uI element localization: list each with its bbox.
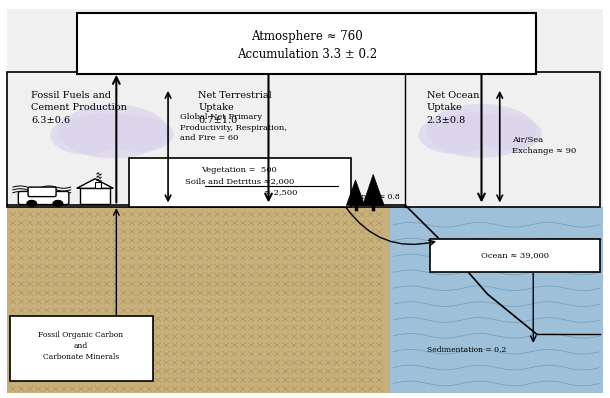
FancyBboxPatch shape xyxy=(430,239,600,272)
Text: Global Net Primary
Productivity, Respiration,
and Fire = 60: Global Net Primary Productivity, Respira… xyxy=(180,113,287,142)
Text: Air/Sea
Exchange ≈ 90: Air/Sea Exchange ≈ 90 xyxy=(512,136,576,155)
Text: Fossil Organic Carbon: Fossil Organic Carbon xyxy=(38,331,124,339)
Text: Accumulation 3.3 ± 0.2: Accumulation 3.3 ± 0.2 xyxy=(237,48,377,61)
FancyBboxPatch shape xyxy=(7,9,603,207)
FancyBboxPatch shape xyxy=(18,191,69,205)
Circle shape xyxy=(26,200,37,207)
Text: Ocean ≈ 39,000: Ocean ≈ 39,000 xyxy=(481,251,549,259)
Text: Net Terrestrial
Uptake
0.7±1.0: Net Terrestrial Uptake 0.7±1.0 xyxy=(198,91,272,125)
Ellipse shape xyxy=(476,116,542,151)
Text: ≈ 2,500: ≈ 2,500 xyxy=(264,189,297,197)
FancyBboxPatch shape xyxy=(77,13,536,74)
Polygon shape xyxy=(363,174,384,205)
Text: Carbonate Minerals: Carbonate Minerals xyxy=(43,353,119,361)
Text: Soils and Detritus ≈2,000: Soils and Detritus ≈2,000 xyxy=(185,178,294,185)
Ellipse shape xyxy=(444,113,497,139)
Ellipse shape xyxy=(108,117,173,152)
Polygon shape xyxy=(77,179,113,188)
Text: Atmosphere ≈ 760: Atmosphere ≈ 760 xyxy=(251,30,363,43)
Text: Runoff ≈ 0.8: Runoff ≈ 0.8 xyxy=(351,193,400,201)
Ellipse shape xyxy=(470,113,518,140)
Text: and: and xyxy=(74,342,88,350)
FancyBboxPatch shape xyxy=(80,188,110,204)
Text: Fossil Fuels and
Cement Production
6.3±0.6: Fossil Fuels and Cement Production 6.3±0… xyxy=(31,91,127,125)
Ellipse shape xyxy=(101,114,149,141)
Ellipse shape xyxy=(59,105,168,158)
FancyBboxPatch shape xyxy=(390,207,603,393)
FancyBboxPatch shape xyxy=(10,316,153,381)
FancyBboxPatch shape xyxy=(95,182,101,188)
Ellipse shape xyxy=(76,113,129,140)
Ellipse shape xyxy=(50,117,121,154)
FancyBboxPatch shape xyxy=(7,207,396,393)
FancyBboxPatch shape xyxy=(28,187,56,197)
Text: Sedimentation = 0.2: Sedimentation = 0.2 xyxy=(427,346,506,354)
Polygon shape xyxy=(346,180,365,205)
FancyBboxPatch shape xyxy=(129,158,351,207)
Ellipse shape xyxy=(418,116,490,154)
Circle shape xyxy=(52,200,63,207)
Text: Net Ocean
Uptake
2.3±0.8: Net Ocean Uptake 2.3±0.8 xyxy=(427,91,479,125)
Text: Vegetation =  500: Vegetation = 500 xyxy=(201,166,277,174)
Ellipse shape xyxy=(427,104,536,158)
